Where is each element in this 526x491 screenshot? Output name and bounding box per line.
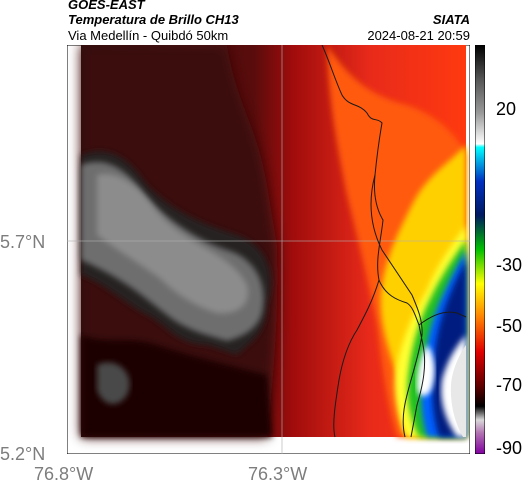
lon-label-west: 76.8°W <box>34 464 94 484</box>
datetime-label: 2024-08-21 20:59 <box>367 28 470 43</box>
source-label: SIATA <box>432 12 470 27</box>
lon-label-east: 76.3°W <box>248 464 308 484</box>
gridlines <box>67 45 470 454</box>
product-title: Temperatura de Brillo CH13 <box>68 12 239 27</box>
brightness-temperature-map <box>67 45 470 454</box>
temperature-colorbar <box>475 45 485 454</box>
colorbar-tick-minus90: -90 <box>496 438 523 458</box>
colorbar-tick-minus70: -70 <box>496 375 523 395</box>
region-label: Via Medellín - Quibdó 50km <box>68 28 229 43</box>
lat-label-north: 5.7°N <box>0 232 46 252</box>
colorbar-tick-20: 20 <box>496 99 517 119</box>
colorbar-tick-minus30: -30 <box>496 255 523 275</box>
satellite-title: GOES-EAST <box>68 0 145 12</box>
lat-label-south: 5.2°N <box>0 444 46 464</box>
colorbar-tick-minus50: -50 <box>496 316 523 336</box>
boundary-lines <box>321 45 467 438</box>
